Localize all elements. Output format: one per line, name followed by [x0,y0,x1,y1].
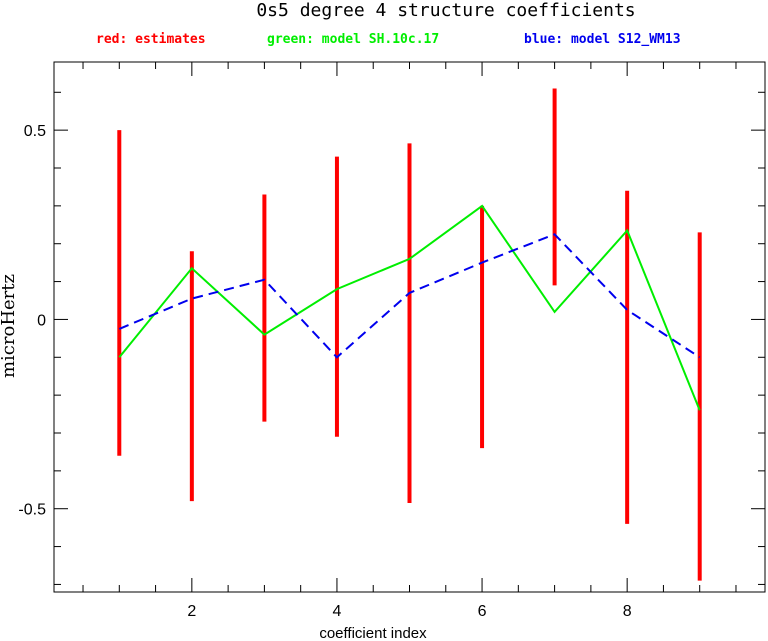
model-lines [118,204,701,411]
x-tick-label: 8 [623,603,632,620]
y-tick-label: 0 [37,312,46,329]
series-line [118,233,701,359]
tick-marks [54,62,765,592]
x-tick-label: 4 [332,603,341,620]
y-tick-labels: -0.5 0 0.5 [18,123,46,519]
x-tick-label: 2 [187,603,196,620]
series-line [118,204,701,411]
legend-item-green-model: green: model SH.10c.17 [267,32,439,47]
y-tick-label: -0.5 [18,502,46,519]
x-axis-label: coefficient index [319,625,427,641]
y-tick-label: 0.5 [24,123,46,140]
chart-title: 0s5 degree 4 structure coefficients [256,0,635,21]
x-tick-labels: 2 4 6 8 [187,603,631,620]
legend-item-estimates: red: estimates [96,32,206,47]
legend-item-blue-model: blue: model S12_WM13 [524,32,681,47]
error-bars [117,88,702,581]
y-axis-label: microHertz [0,274,19,378]
x-tick-label: 6 [478,603,487,620]
